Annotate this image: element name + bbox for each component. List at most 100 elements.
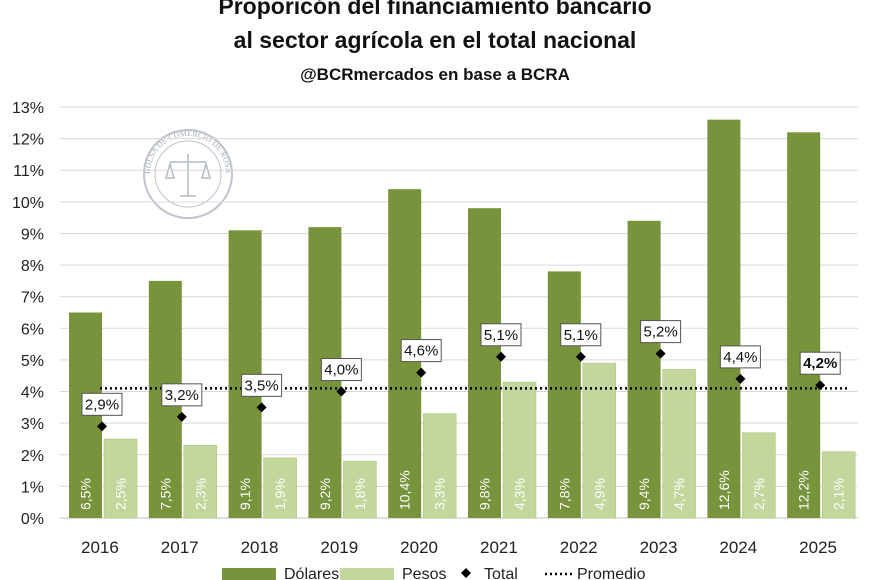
y-tick-label: 2% [21, 448, 44, 465]
bar-dolares [787, 132, 821, 519]
value-label-dolares: 9,2% [317, 478, 333, 510]
total-label: 4,2% [803, 355, 837, 372]
y-tick-label: 6% [21, 321, 44, 338]
y-tick-label: 4% [21, 385, 44, 402]
bar-dolares [707, 119, 741, 519]
bars: 6,5% 2,5% 7,5% 2,3% 9,1% 1,9% 9,2% 1,8% 10,4% 3,3… [69, 119, 856, 519]
bar-pesos [183, 445, 218, 519]
y-axis: 0% 1% 2% 3% 4% 5% 6% 7% 8% 9% 10% 11% 12% 13% [12, 100, 44, 528]
bar-pesos [103, 438, 138, 519]
x-tick-label: 2023 [640, 538, 678, 557]
total-marker [575, 351, 586, 362]
x-tick-label: 2020 [400, 538, 438, 557]
value-label-dolares: 12,6% [716, 470, 732, 510]
value-label-pesos: 4,9% [591, 478, 607, 510]
legend-swatch [222, 568, 276, 580]
x-tick-label: 2016 [81, 538, 119, 557]
value-label-dolares: 9,8% [477, 478, 493, 510]
y-tick-label: 8% [21, 258, 44, 275]
total-marker [735, 373, 746, 384]
total-label: 5,1% [484, 327, 518, 344]
total-label-box [719, 345, 761, 369]
total-label: 4,6% [404, 343, 438, 360]
total-label: 5,1% [564, 327, 598, 344]
bar-dolares [627, 220, 661, 519]
total-label: 4,4% [723, 349, 757, 366]
value-label-pesos: 4,3% [512, 478, 528, 510]
legend: Dólares Pesos Total Promedio [222, 566, 646, 580]
bar-pesos [343, 460, 377, 519]
value-label-dolares: 7,8% [556, 478, 572, 510]
y-tick-label: 12% [12, 132, 44, 149]
total-label: 5,2% [643, 324, 677, 341]
bar-pesos [662, 369, 696, 519]
total-label-box [400, 339, 442, 363]
x-tick-label: 2019 [320, 538, 358, 557]
value-label-dolares: 12,2% [796, 470, 812, 510]
value-label-pesos: 2,7% [751, 478, 767, 510]
x-tick-label: 2022 [560, 538, 598, 557]
value-label-pesos: 4,7% [671, 478, 687, 510]
y-tick-label: 1% [21, 479, 44, 496]
total-label: 4,0% [324, 362, 358, 379]
value-label-pesos: 3,3% [432, 478, 448, 510]
total-label: 3,2% [165, 387, 199, 404]
total-marker [416, 367, 427, 378]
x-tick-label: 2021 [480, 538, 518, 557]
value-label-pesos: 2,3% [192, 478, 208, 510]
y-tick-label: 3% [21, 416, 44, 433]
value-label-dolares: 6,5% [78, 478, 94, 510]
chart-title: Proporicón del financiamiento bancario [218, 0, 651, 19]
y-tick-label: 10% [12, 195, 44, 212]
bar-pesos [263, 457, 297, 519]
total-label: 3,5% [244, 377, 278, 394]
total-marker [97, 421, 107, 432]
bar-pesos [821, 451, 856, 519]
total-label-box [640, 320, 682, 344]
chart-subtitle: @BCRmercados en base a BCRA [300, 65, 570, 84]
total-label-box [480, 323, 522, 347]
bar-dolares [468, 208, 501, 518]
value-label-pesos: 2,5% [113, 478, 129, 510]
total-marker [655, 348, 666, 359]
bar-pesos [502, 381, 537, 519]
y-tick-label: 7% [21, 290, 44, 307]
x-axis: 2016 2017 2018 2019 2020 2021 2022 2023 2024 2025 [81, 538, 837, 557]
chart-title-line2: al sector agrícola en el total nacional [234, 27, 637, 53]
y-tick-label: 9% [21, 226, 44, 243]
value-label-dolares: 7,5% [157, 478, 173, 510]
x-tick-label: 2025 [799, 538, 837, 557]
value-label-dolares: 9,1% [237, 478, 253, 510]
y-tick-label: 13% [12, 100, 44, 117]
value-label-dolares: 10,4% [397, 470, 413, 510]
value-label-pesos: 2,1% [831, 478, 847, 510]
y-tick-label: 0% [21, 511, 44, 528]
bar-pesos [742, 432, 776, 519]
total-marker [336, 386, 347, 397]
legend-label: Dólares [284, 566, 339, 580]
total-marker [256, 402, 267, 413]
bar-pesos [422, 413, 457, 519]
x-tick-label: 2024 [719, 538, 757, 557]
scales-icon [165, 154, 211, 197]
total-marker [176, 411, 187, 422]
legend-swatch [340, 568, 394, 580]
total-label-box [241, 373, 283, 397]
bar-dolares [547, 271, 581, 518]
total-label-box [161, 383, 203, 407]
legend-swatch [461, 568, 471, 578]
total-marker [496, 351, 506, 362]
x-tick-label: 2017 [161, 538, 199, 557]
total-markers: 2,9% 3,2% 3,5% 4,0% 4,6% 5,1% 5,1% 5,2% 4,4% 4,2% [81, 320, 841, 432]
value-label-dolares: 9,4% [636, 478, 652, 510]
total-label-box [560, 323, 602, 347]
total-label: 2,9% [85, 396, 119, 413]
x-tick-label: 2018 [241, 538, 279, 557]
total-label-box [799, 351, 841, 375]
value-label-pesos: 1,9% [272, 478, 288, 510]
total-label-box [81, 392, 123, 416]
legend-label: Promedio [577, 566, 646, 580]
y-tick-label: 11% [13, 163, 44, 180]
total-marker [815, 380, 826, 391]
